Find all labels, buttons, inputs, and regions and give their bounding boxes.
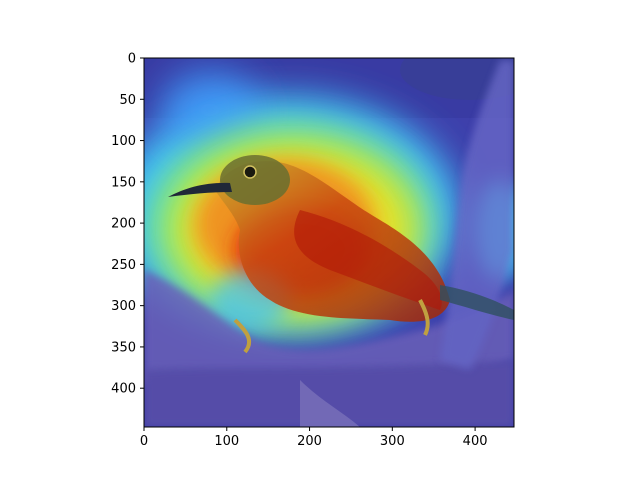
y-tick-label: 350 <box>111 340 136 355</box>
y-tick-label: 300 <box>111 299 136 314</box>
bird <box>168 155 514 354</box>
y-tick-label: 250 <box>111 258 136 273</box>
x-tick-label: 400 <box>463 434 488 449</box>
image-plot <box>144 58 514 427</box>
y-tick-label: 400 <box>111 382 136 397</box>
axes-frame <box>143 57 515 428</box>
y-tick-label: 200 <box>111 217 136 232</box>
y-tick-label: 150 <box>111 175 136 190</box>
x-tick-label: 0 <box>140 434 148 449</box>
x-axis: 0 100 200 300 400 <box>140 427 488 449</box>
y-axis: 0 50 100 150 200 250 300 350 400 <box>111 52 144 397</box>
y-tick-label: 50 <box>119 93 136 108</box>
y-tick-label: 100 <box>111 134 136 149</box>
x-tick-label: 100 <box>214 434 239 449</box>
x-tick-label: 300 <box>380 434 405 449</box>
x-tick-label: 200 <box>297 434 322 449</box>
y-tick-label: 0 <box>128 52 136 67</box>
